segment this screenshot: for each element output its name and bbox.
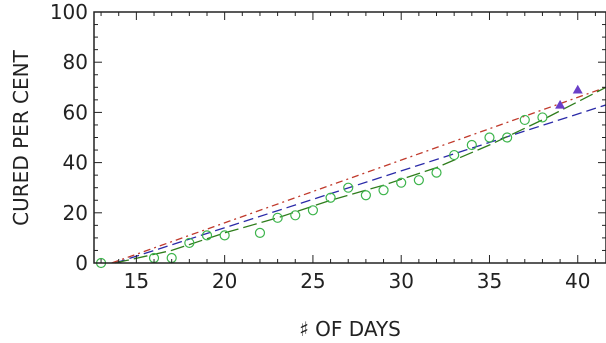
y-tick-label: 40 [63, 151, 88, 175]
data-point-circle [325, 192, 336, 203]
fit-line-dash-dot [111, 86, 606, 264]
data-point-circle [307, 205, 319, 216]
data-point-circle [413, 175, 424, 186]
x-tick-label: 30 [388, 269, 413, 293]
data-point-circle [449, 149, 460, 161]
plot-marks [95, 84, 606, 269]
x-tick-label: 15 [124, 269, 149, 293]
data-point-circle [201, 230, 213, 241]
data-point-circle [290, 210, 301, 221]
data-point-circle [254, 227, 266, 238]
data-point-triangle [572, 84, 583, 94]
data-point-circle [219, 230, 230, 241]
data-point-circle [431, 167, 442, 178]
data-point-circle [396, 177, 407, 188]
x-tick-label: 25 [300, 269, 325, 293]
data-point-circle [519, 114, 530, 126]
data-point-circle [360, 190, 371, 201]
y-axis-label: CURED PER CENT [9, 49, 33, 225]
fit-line-long-dash [115, 86, 606, 264]
data-point-circle [343, 182, 354, 193]
y-tick-label: 80 [63, 50, 88, 74]
plot-frame [93, 11, 606, 264]
y-tick-label: 0 [75, 251, 88, 275]
y-tick-label: 100 [50, 0, 88, 24]
data-point-triangle [555, 99, 566, 109]
y-tick-label: 20 [63, 201, 88, 225]
data-point-circle [484, 132, 495, 143]
data-point-circle [537, 112, 548, 123]
data-point-circle [502, 132, 513, 143]
data-point-circle [378, 185, 389, 196]
x-tick-label: 20 [212, 269, 237, 293]
x-tick-label: 35 [477, 269, 502, 293]
x-tick-label: 40 [565, 269, 590, 293]
x-axis-label: ♯ OF DAYS [299, 317, 401, 341]
data-point-circle [466, 139, 477, 151]
data-point-circle [184, 237, 195, 249]
data-point-circle [272, 212, 283, 223]
fit-line-dashed [115, 104, 606, 264]
y-tick-label: 60 [63, 100, 88, 124]
axis-ticks: 15 20 25 30 35 40 0 20 40 60 80 100 [50, 0, 606, 293]
